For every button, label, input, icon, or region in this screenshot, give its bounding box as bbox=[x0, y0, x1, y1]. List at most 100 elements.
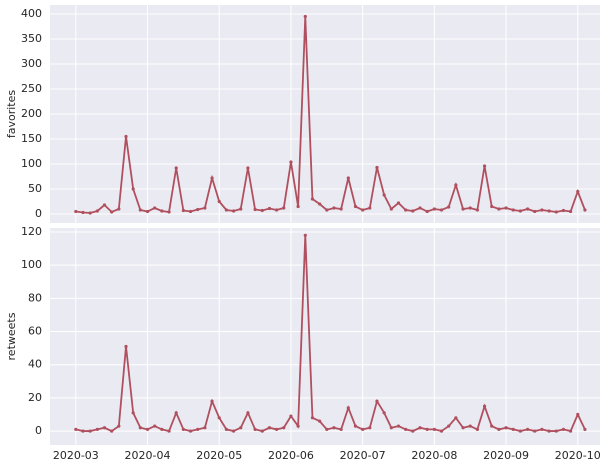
point bbox=[203, 206, 207, 210]
point bbox=[518, 209, 523, 213]
point bbox=[296, 204, 300, 209]
point bbox=[95, 427, 99, 432]
point bbox=[525, 207, 530, 211]
y-tick-label: 50 bbox=[28, 182, 42, 195]
point bbox=[447, 424, 451, 428]
point bbox=[174, 411, 178, 415]
point bbox=[110, 210, 114, 214]
point bbox=[411, 429, 415, 433]
point bbox=[160, 209, 164, 213]
point bbox=[117, 207, 121, 211]
point bbox=[576, 412, 580, 417]
x-tick-label: 2020-03 bbox=[53, 449, 99, 462]
y-tick-label: 0 bbox=[35, 207, 42, 220]
point bbox=[353, 424, 358, 428]
point bbox=[361, 427, 365, 432]
point bbox=[361, 208, 365, 212]
point bbox=[124, 134, 128, 139]
point bbox=[353, 204, 358, 209]
point bbox=[310, 416, 315, 420]
point bbox=[497, 207, 501, 211]
point bbox=[310, 197, 315, 201]
point bbox=[461, 426, 465, 430]
point bbox=[239, 207, 243, 211]
point bbox=[145, 209, 150, 214]
point bbox=[468, 206, 472, 210]
point bbox=[518, 429, 523, 433]
plot-area bbox=[50, 228, 600, 445]
point bbox=[346, 406, 350, 410]
point bbox=[454, 416, 458, 420]
point bbox=[95, 209, 99, 213]
point bbox=[396, 424, 401, 428]
x-tick-label: 2020-09 bbox=[483, 449, 529, 462]
point bbox=[217, 416, 221, 420]
point bbox=[583, 208, 587, 212]
point bbox=[196, 427, 200, 432]
y-tick-label: 200 bbox=[21, 107, 42, 120]
point bbox=[475, 427, 479, 432]
point bbox=[81, 210, 85, 215]
point bbox=[547, 209, 551, 213]
y-tick-label: 300 bbox=[21, 57, 42, 70]
x-tick-label: 2020-04 bbox=[125, 449, 171, 462]
point bbox=[88, 429, 92, 433]
point bbox=[303, 14, 307, 19]
point bbox=[325, 427, 329, 432]
y-tick-label: 400 bbox=[21, 7, 42, 20]
y-tick-label: 350 bbox=[21, 32, 42, 45]
x-tick-label: 2020-07 bbox=[340, 449, 386, 462]
point bbox=[375, 399, 379, 403]
point bbox=[368, 426, 372, 430]
point bbox=[224, 427, 229, 432]
point bbox=[533, 209, 537, 214]
point bbox=[289, 414, 293, 418]
point bbox=[160, 427, 164, 432]
point bbox=[81, 429, 85, 433]
y-tick-label: 0 bbox=[35, 424, 42, 437]
point bbox=[475, 208, 479, 212]
x-tick-label: 2020-08 bbox=[411, 449, 457, 462]
y-axis-label: retweets bbox=[5, 312, 18, 360]
point bbox=[181, 208, 185, 213]
point bbox=[339, 207, 343, 211]
point bbox=[102, 426, 107, 430]
point bbox=[110, 429, 114, 433]
point bbox=[332, 426, 336, 430]
point bbox=[131, 187, 135, 191]
point bbox=[482, 164, 487, 168]
point bbox=[246, 411, 250, 415]
y-tick-label: 150 bbox=[21, 132, 42, 145]
point bbox=[375, 165, 379, 170]
point bbox=[74, 427, 78, 432]
point bbox=[217, 199, 221, 204]
point bbox=[468, 424, 472, 428]
point bbox=[282, 426, 286, 430]
point bbox=[303, 233, 307, 237]
point bbox=[153, 206, 157, 210]
point bbox=[568, 209, 573, 214]
point bbox=[346, 176, 350, 180]
point bbox=[511, 427, 515, 432]
point bbox=[561, 208, 566, 213]
point bbox=[432, 207, 436, 211]
point bbox=[418, 206, 422, 210]
point bbox=[296, 424, 300, 428]
point bbox=[368, 206, 372, 210]
point bbox=[332, 206, 336, 210]
point bbox=[540, 208, 544, 212]
point bbox=[203, 426, 207, 430]
point bbox=[318, 202, 322, 206]
point bbox=[210, 176, 214, 180]
point bbox=[267, 426, 272, 430]
point bbox=[425, 209, 429, 214]
point bbox=[396, 201, 401, 205]
y-axis-label: favorites bbox=[5, 90, 18, 139]
point bbox=[482, 404, 487, 408]
point bbox=[411, 209, 415, 213]
point bbox=[511, 208, 515, 212]
point bbox=[554, 210, 558, 214]
point bbox=[490, 204, 494, 209]
point bbox=[533, 429, 537, 433]
